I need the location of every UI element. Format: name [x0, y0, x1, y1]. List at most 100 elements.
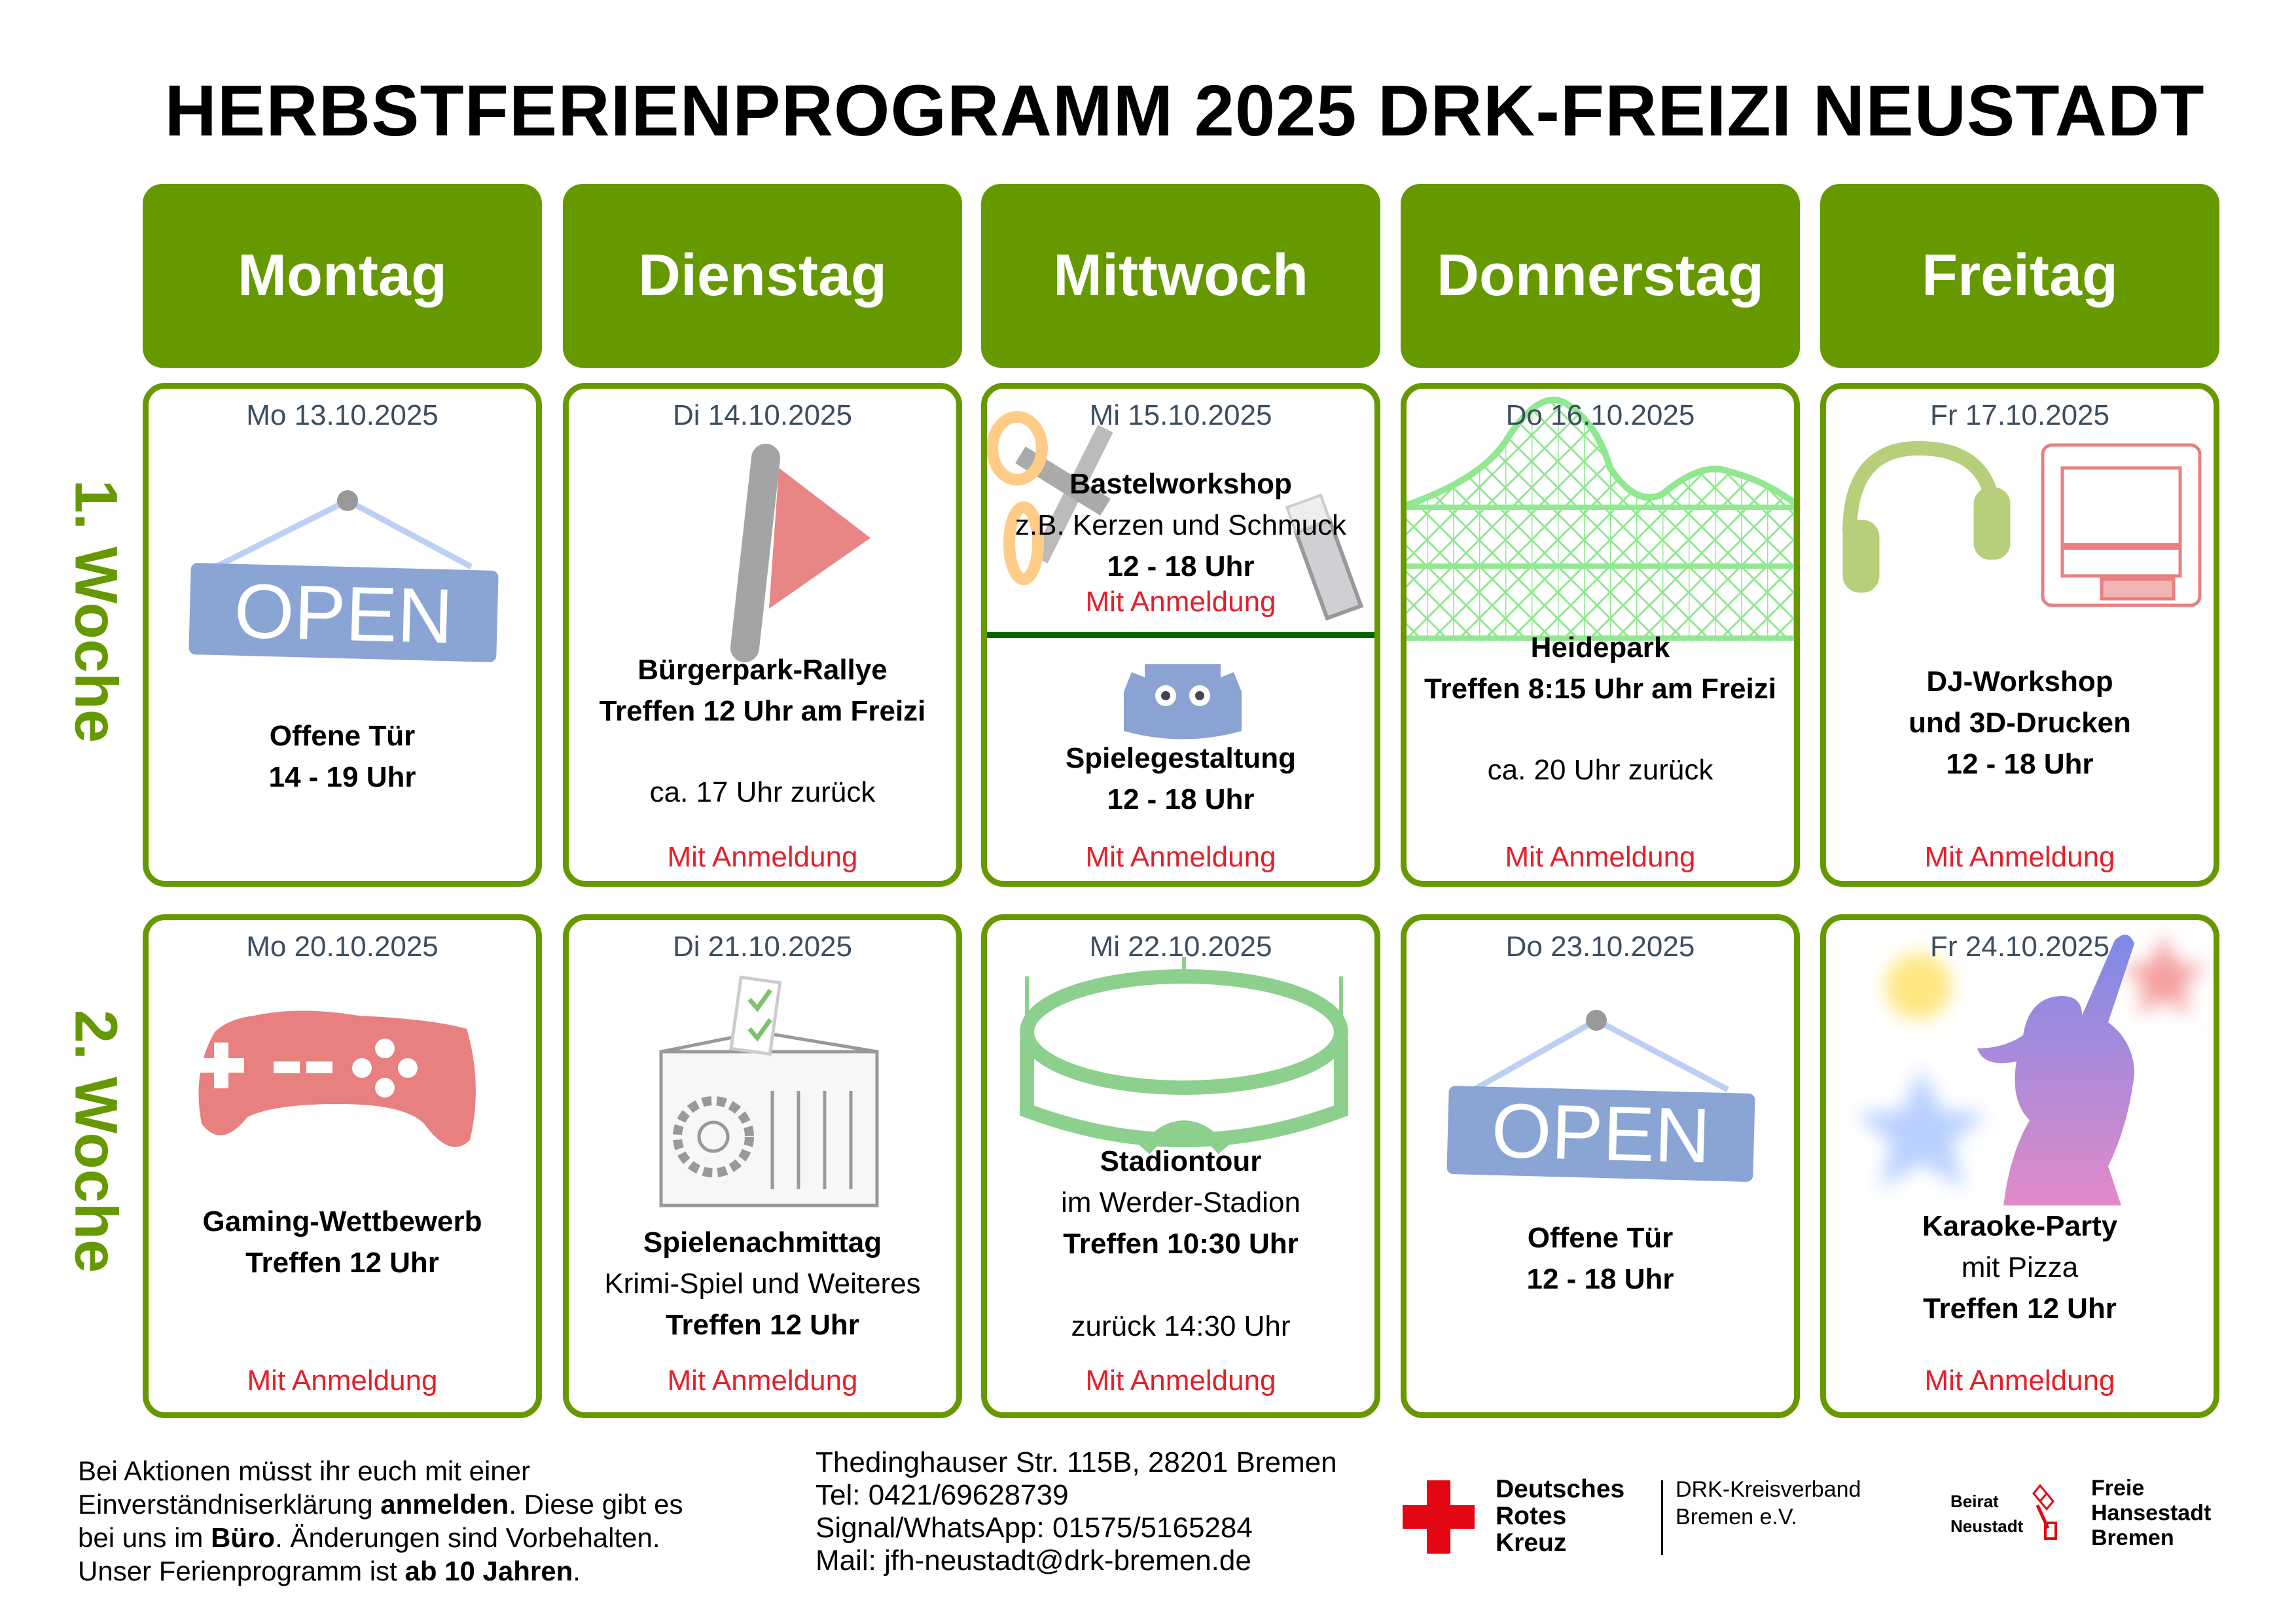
day-date: Di 21.10.2025 — [673, 930, 852, 963]
contact-line: Tel: 0421/69628739 — [816, 1479, 1069, 1511]
info-line: Unser Ferienprogramm ist ab 10 Jahren. — [78, 1554, 683, 1588]
logo-separator — [1661, 1480, 1663, 1555]
karaoke-singer-stars-icon — [1856, 934, 2206, 1205]
day-header-mittwoch: Mittwoch — [981, 184, 1380, 368]
roller-coaster-icon — [1407, 397, 1794, 641]
drk-name-line: Deutsches — [1496, 1475, 1625, 1503]
activity-line: im Werder-Stadion — [1061, 1186, 1300, 1219]
stars-icon — [1856, 934, 2206, 1189]
info-emphasis: Büro — [211, 1522, 276, 1553]
activity-line: Stadiontour — [1100, 1145, 1262, 1177]
contact-line[interactable]: Mail: jfh-neustadt@drk-bremen.de — [816, 1544, 1251, 1577]
activity-line: 12 - 18 Uhr — [1946, 747, 2094, 780]
day-cell: OPEN Do 23.10.2025 Offene Tür 12 - 18 Uhr — [1401, 914, 1800, 1418]
week-label: 2. Woche — [62, 1009, 130, 1274]
activity-line: DJ-Workshop — [1926, 665, 2113, 698]
stadium-icon — [1020, 957, 1348, 1154]
activity-line: Treffen 10:30 Uhr — [1063, 1228, 1299, 1260]
day-header-montag: Montag — [143, 184, 542, 368]
open-sign-icon: OPEN — [1446, 1010, 1755, 1182]
registration-note: Mit Anmeldung — [247, 1364, 438, 1397]
3d-printer-icon — [2041, 443, 2202, 607]
registration-note: Mit Anmeldung — [1505, 840, 1696, 873]
open-sign-icon: OPEN — [188, 490, 499, 662]
drk-name-line: Rotes — [1496, 1502, 1567, 1530]
bremen-name-line: Freie — [2091, 1476, 2145, 1501]
info-line: Einverständniserklärung anmelden. Diese … — [78, 1488, 683, 1521]
info-text: . Änderungen sind Vorbehalten. — [275, 1522, 660, 1553]
registration-note: Mit Anmeldung — [1085, 840, 1276, 873]
day-cell: Mo 20.10.2025 Gaming-Wettbewerb Treffen 12… — [143, 914, 542, 1418]
activity-line: 12 - 18 Uhr — [1107, 550, 1255, 583]
info-line: bei uns im Büro. Änderungen sind Vorbeha… — [78, 1521, 683, 1554]
glue-stick-icon — [1285, 493, 1364, 621]
contact-line: Signal/WhatsApp: 01575/5165284 — [816, 1512, 1253, 1544]
open-sign-icon: OPEN — [188, 490, 499, 662]
drk-name-line: Kreuz — [1496, 1529, 1567, 1557]
stadium-icon — [1020, 957, 1348, 1154]
info-text: Unser Ferienprogramm ist — [78, 1556, 405, 1586]
day-date: Mo 13.10.2025 — [246, 399, 439, 431]
activity-line: Offene Tür — [1527, 1222, 1674, 1254]
activity-line: mit Pizza — [1961, 1251, 2079, 1283]
drk-org-line: DRK-Kreisverband — [1676, 1477, 1861, 1502]
beirat-line: Beirat — [1950, 1491, 1999, 1511]
bremen-name-line: Bremen — [2091, 1525, 2174, 1550]
info-text: Einverständniserklärung — [78, 1489, 381, 1520]
drk-org-line: Bremen e.V. — [1676, 1505, 1797, 1529]
activity-line: Bürgerpark-Rallye — [637, 653, 888, 686]
flag-icon — [730, 444, 870, 662]
registration-note: Mit Anmeldung — [1085, 586, 1276, 618]
activity-line: Karaoke-Party — [1922, 1210, 2118, 1242]
bremen-name-line: Hansestadt — [2091, 1501, 2212, 1525]
info-line: Bei Aktionen müsst ihr euch mit einer — [78, 1454, 683, 1488]
scissors-icon — [987, 411, 1113, 585]
activity-line: zurück 14:30 Uhr — [1071, 1310, 1291, 1342]
week-label: 1. Woche — [62, 479, 130, 743]
bremen-key-icon — [2032, 1482, 2058, 1544]
day-cell: OPEN Mo 13.10.2025 Offene Tür 14 - 19 Uhr — [143, 383, 542, 887]
activity-line: Heidepark — [1530, 632, 1670, 664]
day-header-dienstag: Dienstag — [563, 184, 962, 368]
registration-info: Bei Aktionen müsst ihr euch mit einer Ein… — [78, 1454, 683, 1588]
activity-line: Treffen 12 Uhr am Freizi — [599, 694, 926, 727]
day-date: Do 16.10.2025 — [1505, 399, 1695, 431]
day-date: Di 14.10.2025 — [673, 399, 852, 431]
day-date: Mi 22.10.2025 — [1089, 930, 1272, 963]
day-cell: Fr 17.10.2025 DJ-Workshop und 3D-Drucken 12… — [1820, 383, 2219, 887]
day-cell: Di 14.10.2025 Bürgerpark-Rallye Treffen 12… — [563, 383, 962, 887]
contact-line: Thedinghauser Str. 115B, 28201 Bremen — [816, 1446, 1337, 1478]
registration-note: Mit Anmeldung — [1924, 840, 2115, 873]
beirat-text: Beirat Neustadt — [1950, 1489, 2023, 1539]
day-cell: Fr 24.10.2025 Karaoke-Party mit Pizza Treff… — [1820, 914, 2219, 1418]
contact-info: Thedinghauser Str. 115B, 28201 Bremen Tel… — [816, 1446, 1337, 1577]
activity-line: Spielenachmittag — [643, 1226, 882, 1258]
day-date: Fr 24.10.2025 — [1930, 930, 2109, 963]
scissors-glue-gamepad-robot-icon — [987, 411, 1364, 740]
day-date: Fr 17.10.2025 — [1930, 399, 2109, 431]
day-cell: Mi 15.10.2025 Bastelworkshop z.B. Kerzen u… — [981, 383, 1380, 887]
activity-line: Spielegestaltung — [1065, 741, 1297, 774]
day-cell: Do 16.10.2025 Heidepark Treffen 8:15 Uhr a… — [1401, 383, 1800, 887]
bremen-name: Freie Hansestadt Bremen — [2091, 1476, 2211, 1550]
activity-line: 12 - 18 Uhr — [1526, 1263, 1674, 1295]
singer-icon — [1977, 935, 2134, 1205]
ballot-box-building-icon — [659, 975, 879, 1207]
activity-line: und 3D-Drucken — [1909, 706, 2131, 739]
gamepad-icon — [198, 1010, 476, 1147]
info-text: . — [573, 1556, 581, 1586]
info-emphasis: anmelden — [380, 1489, 509, 1520]
drk-org: DRK-Kreisverband Bremen e.V. — [1676, 1476, 1861, 1531]
day-cell: Mi 22.10.2025 Stadiontour im Werder-Stadio… — [981, 914, 1380, 1418]
info-text: . Diese gibt es — [509, 1489, 683, 1520]
headphones-3d-printer-icon — [1842, 440, 2202, 607]
activity-line: z.B. Kerzen und Schmuck — [1014, 509, 1347, 542]
svg-text:OPEN: OPEN — [1490, 1088, 1712, 1180]
open-sign-icon: OPEN — [1446, 1010, 1755, 1182]
gamepad-icon — [198, 1010, 476, 1147]
day-date: Do 23.10.2025 — [1505, 930, 1695, 963]
ballot-box-icon — [659, 975, 879, 1207]
day-cell: Di 21.10.2025 Spielenachmittag Krimi-Spiel… — [563, 914, 962, 1418]
svg-text:OPEN: OPEN — [233, 568, 454, 660]
activity-line: Bastelworkshop — [1069, 468, 1292, 501]
